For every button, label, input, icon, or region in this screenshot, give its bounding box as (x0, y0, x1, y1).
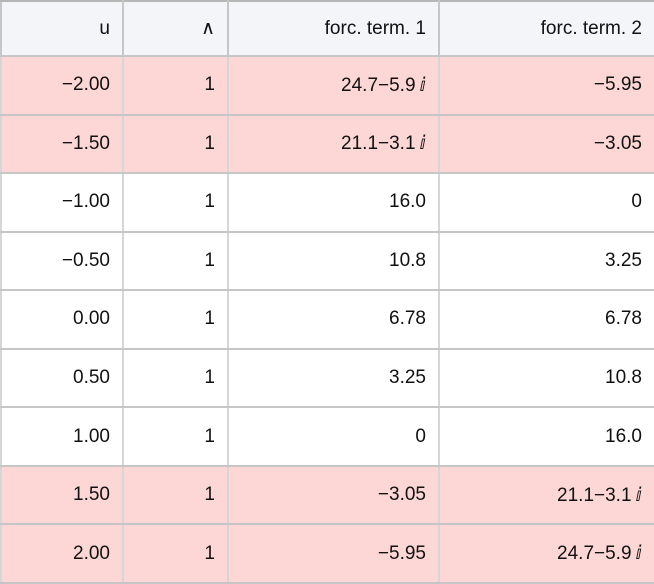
table-row: −1.00 1 16.0 0 (0, 172, 654, 233)
column-header-1: u (0, 0, 124, 57)
table-cell: 2.00 (0, 523, 124, 584)
column-header-3: forc. term. 1 (227, 0, 440, 57)
table-cell: −2.00 (0, 55, 124, 116)
table-cell: 21.1−3.1 ⅈ (227, 113, 440, 175)
table-cell: 1.00 (0, 406, 124, 467)
table-cell: −1.50 (0, 113, 124, 175)
table-cell: 1 (122, 230, 229, 292)
table-row: 1.00 1 0 16.0 (0, 406, 654, 467)
table-cell: 0.50 (0, 347, 124, 409)
table-cell: 1 (122, 347, 229, 409)
table-cell: −1.00 (0, 172, 124, 233)
table-cell: 0 (438, 172, 654, 233)
table-row: −1.50 1 21.1−3.1 ⅈ −3.05 (0, 113, 654, 175)
table-cell: 6.78 (227, 289, 440, 350)
table-row: 1.50 1 −3.05 21.1−3.1 ⅈ (0, 464, 654, 526)
table-cell: 24.7−5.9 ⅈ (227, 55, 440, 116)
table-cell: 10.8 (227, 230, 440, 292)
table-cell: 1 (122, 55, 229, 116)
table-cell: 6.78 (438, 289, 654, 350)
table-cell: 1 (122, 113, 229, 175)
header-row: u ∧ forc. term. 1 forc. term. 2 (0, 0, 654, 57)
table-cell: 1 (122, 464, 229, 526)
table-cell: 3.25 (438, 230, 654, 292)
table-cell: 1 (122, 523, 229, 584)
table-cell: 1.50 (0, 464, 124, 526)
table-cell: 1 (122, 172, 229, 233)
table-header: u ∧ forc. term. 1 forc. term. 2 (0, 0, 654, 57)
table-cell: 1 (122, 289, 229, 350)
table-cell: −3.05 (438, 113, 654, 175)
table-cell: 1 (122, 406, 229, 467)
table-row: −0.50 1 10.8 3.25 (0, 230, 654, 292)
column-header-2: ∧ (122, 0, 229, 57)
table-cell: 3.25 (227, 347, 440, 409)
table-cell: 16.0 (227, 172, 440, 233)
table-row: −2.00 1 24.7−5.9 ⅈ −5.95 (0, 55, 654, 116)
table-cell: −0.50 (0, 230, 124, 292)
column-header-4: forc. term. 2 (438, 0, 654, 57)
table-cell: 10.8 (438, 347, 654, 409)
table-cell: 0 (227, 406, 440, 467)
table-cell: 0.00 (0, 289, 124, 350)
table-cell: 21.1−3.1 ⅈ (438, 464, 654, 526)
table-row: 2.00 1 −5.95 24.7−5.9 ⅈ (0, 523, 654, 584)
table-cell: 16.0 (438, 406, 654, 467)
table-cell: −5.95 (227, 523, 440, 584)
table-row: 0.50 1 3.25 10.8 (0, 347, 654, 409)
table-cell: 24.7−5.9 ⅈ (438, 523, 654, 584)
table-row: 0.00 1 6.78 6.78 (0, 289, 654, 350)
table-body: −2.00 1 24.7−5.9 ⅈ −5.95 −1.50 1 21.1−3.1 ⅈ −3.… (0, 55, 654, 584)
table-cell: −5.95 (438, 55, 654, 116)
table-cell: −3.05 (227, 464, 440, 526)
